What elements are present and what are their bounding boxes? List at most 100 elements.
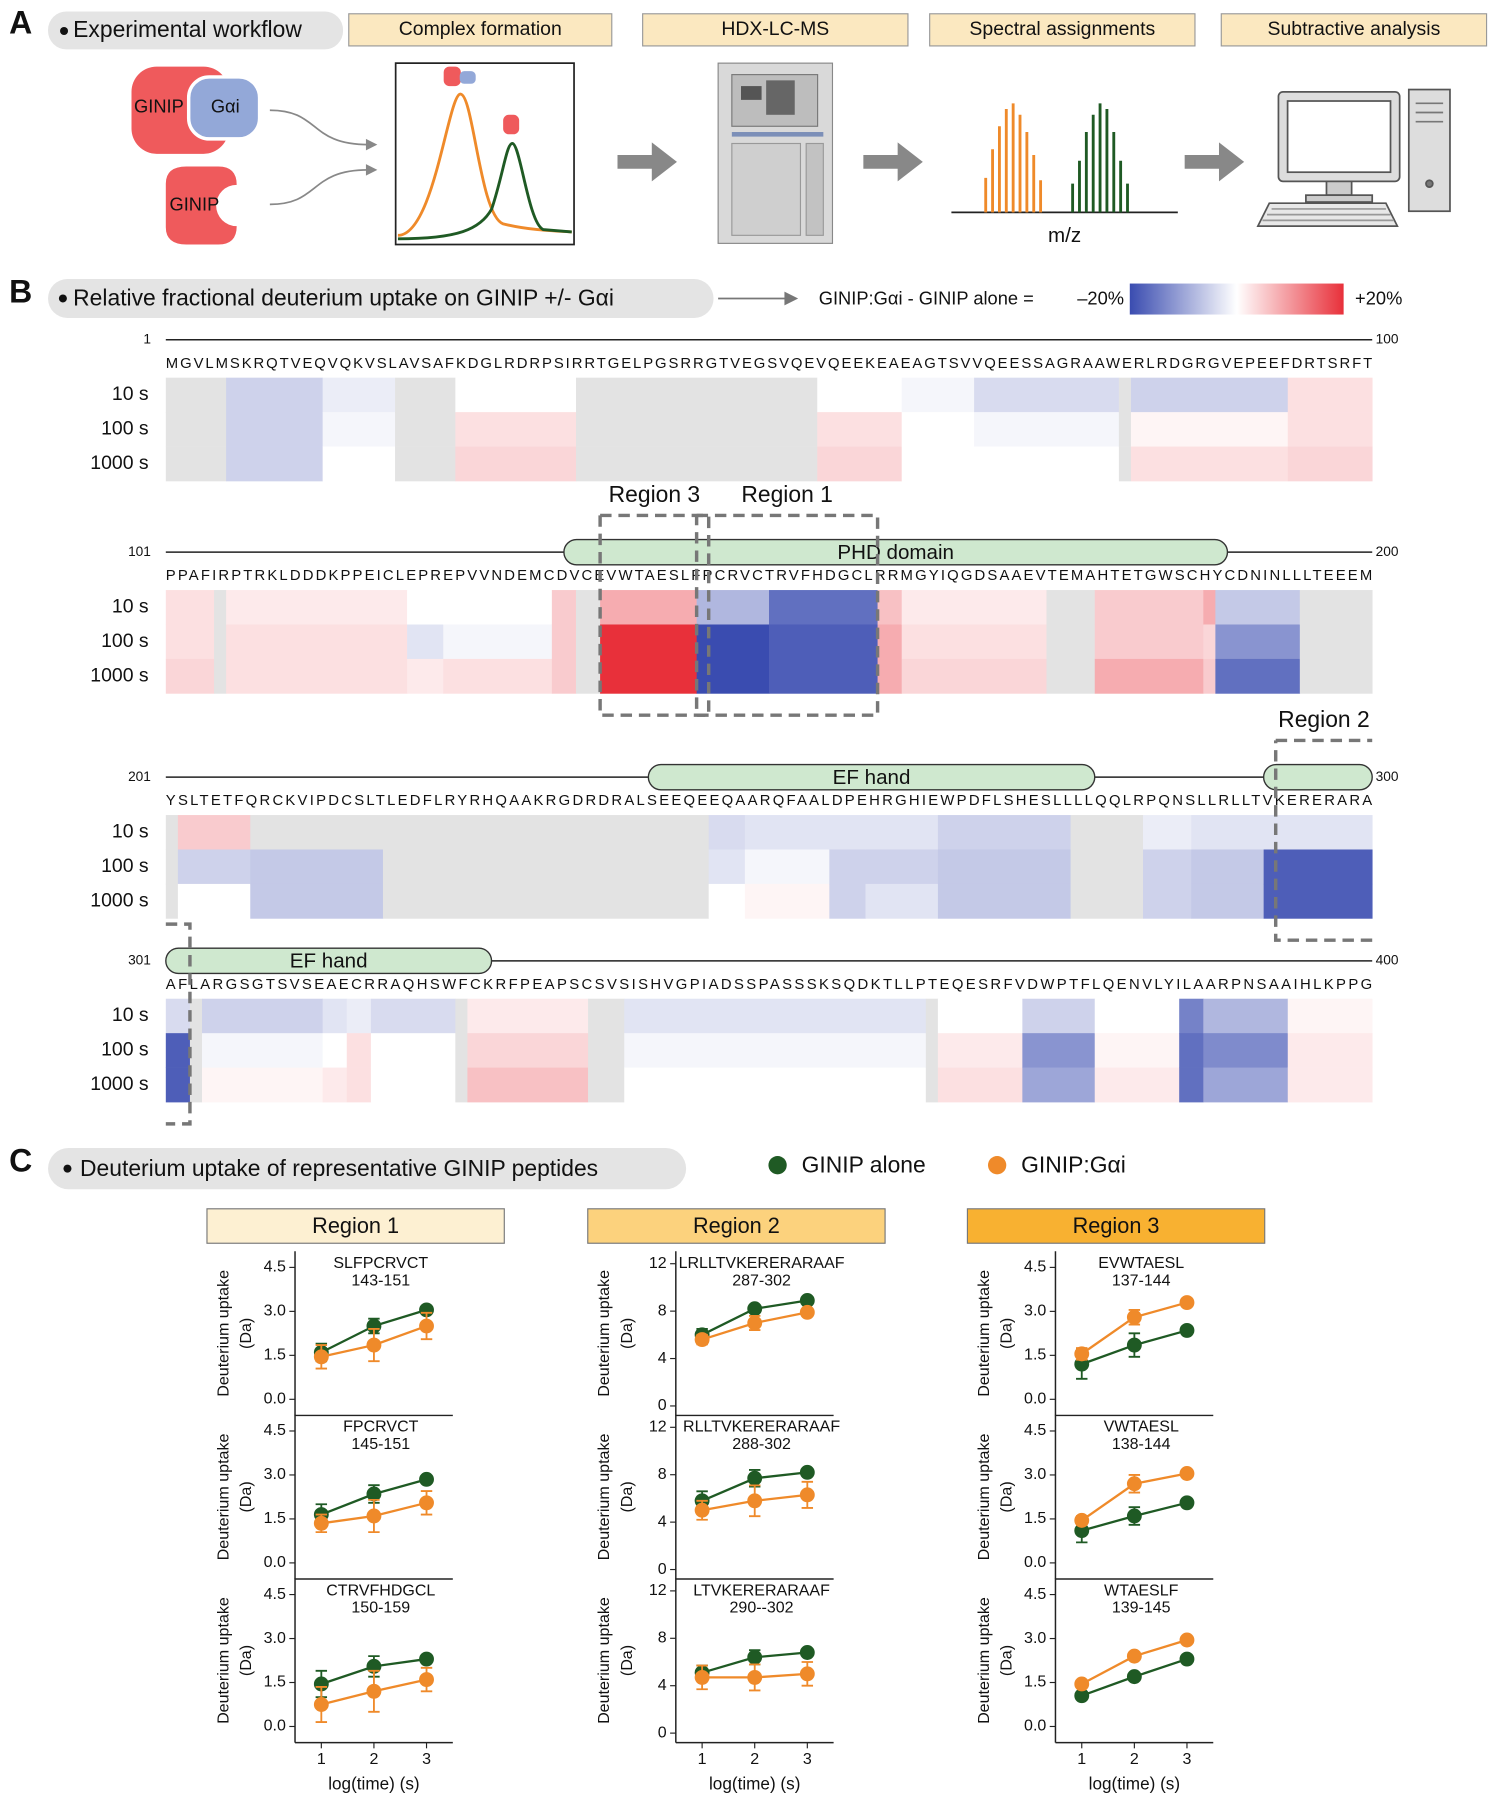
heat-cell [1203,590,1216,625]
y-axis-label: (Da) [618,1645,636,1676]
legend-title: GINIP:Gαi - GINIP alone = [819,287,1034,308]
region-label: Region 3 [609,481,701,507]
data-point [1179,1295,1195,1311]
panel-title: Deuterium uptake of representative GINIP… [80,1155,598,1181]
sequence: AFLARGSGTSVSEAECRRAQHSWFCKRFPEAPSCSVSISH… [166,977,1372,993]
data-point [747,1315,763,1331]
step-label: Complex formation [399,18,562,40]
protein-label: Gαi [211,96,240,117]
heat-cell [1203,1067,1289,1103]
heat-cell [177,815,251,850]
heat-cell [588,998,625,1034]
domain [563,538,1229,566]
x-tick-label: 3 [803,1750,812,1768]
row-label: 1000 s [90,664,149,686]
y-tick-label: 0 [658,1396,667,1414]
sequence: PPAFIRPTRKLDDDKPPEICLEPREPVVNDEMCDVCEVWT… [166,568,1372,584]
heat-cell [407,590,444,625]
heat-cell [937,1067,1023,1103]
heat-cell [575,377,818,413]
heat-cell [202,998,323,1034]
heat-cell [226,624,408,660]
y-axis-label: Deuterium uptake [214,1270,232,1397]
heat-cell [1263,883,1373,919]
peptide-label: FPCRVCT [343,1418,418,1436]
heat-cell [708,849,746,885]
y-tick-label: 0 [658,1560,667,1578]
y-axis-label: Deuterium uptake [595,1433,613,1560]
heat-cell [455,998,468,1034]
heat-cell [382,815,710,850]
y-tick-label: 4.5 [1024,1585,1046,1603]
heat-cell [1191,815,1264,850]
color-bar-label: –20% [1077,287,1124,308]
heat-cell [600,624,697,660]
step-label: Subtractive analysis [1268,18,1441,40]
heat-cell [165,1067,191,1103]
step-boxes [348,13,1488,47]
heat-cell [202,1067,323,1103]
heat-cell [1142,883,1192,919]
x-tick-label: 2 [1130,1750,1139,1768]
x-axis-label: log(time) (s) [709,1774,800,1794]
heat-cell [708,883,746,919]
heat-cell [769,624,878,660]
axis-label: m/z [1048,224,1081,247]
y-axis-label: (Da) [998,1318,1016,1349]
heat-cell [1094,624,1204,660]
y-tick-label: 0.0 [1024,1553,1046,1571]
panel-label: C [9,1142,32,1178]
process-arrows [617,142,1245,182]
row-label: 1000 s [90,452,149,474]
y-axis-label: (Da) [998,1645,1016,1676]
data-point [1126,1476,1142,1492]
ginip-shape [165,166,237,245]
peptide-label: SLFPCRVCT [333,1254,428,1272]
heat-cell [165,883,179,919]
complex-icon [459,71,476,84]
heat-cell [467,998,589,1034]
data-point [313,1697,329,1712]
data-point [366,1337,382,1353]
y-axis-label: Deuterium uptake [975,1270,993,1397]
heat-cell [346,1067,372,1103]
heat-cell [1070,849,1144,885]
row-label: 100 s [101,855,149,877]
heat-cell [165,658,215,694]
data-point [419,1651,434,1667]
data-point [747,1301,763,1317]
heat-cell [395,377,456,413]
residue-number: 300 [1376,769,1399,784]
heat-cell [370,1067,456,1103]
heat-cell [877,590,903,625]
data-point [747,1669,763,1685]
heat-cell [624,998,927,1034]
heat-cell [346,998,372,1034]
heat-cell [1287,412,1373,447]
heat-cell [395,412,456,447]
x-tick-label: 1 [317,1750,326,1768]
y-tick-label: 8 [658,1301,667,1319]
y-tick-label: 1.5 [1024,1509,1046,1527]
heat-cell [1094,1067,1180,1103]
heat-cell [588,1067,625,1103]
data-point [419,1495,434,1511]
heat-cell [551,624,577,660]
heat-cell [1130,377,1289,413]
domain-label: EF hand [833,766,911,789]
chromatogram-trace [397,142,572,241]
residue-number: 201 [128,769,151,784]
y-tick-label: 1.5 [264,1673,286,1691]
heat-cell [1203,658,1216,694]
heat-cell [829,815,866,850]
heat-cell [1179,1033,1204,1068]
heat-cell [455,446,577,482]
region-header-label: Region 2 [693,1213,780,1238]
heat-cell [189,1067,203,1103]
heat-cell [202,1033,323,1068]
data-point [366,1683,382,1699]
row-label: 1000 s [90,889,149,911]
heat-cell [1022,1067,1096,1103]
domain [165,947,493,975]
heat-cell [1094,998,1180,1034]
